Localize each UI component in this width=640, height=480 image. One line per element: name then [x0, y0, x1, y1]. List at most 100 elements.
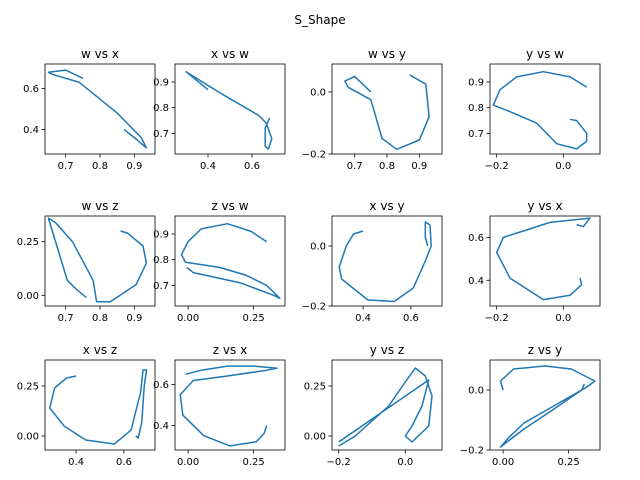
y-tick-label: 0.6 — [23, 84, 39, 95]
y-tick-label: 0.25 — [304, 382, 326, 393]
subplot-11: y vs z −0.2 0.0 0.00 0.25 — [304, 343, 443, 468]
axes-frame — [489, 359, 601, 451]
axes-frame — [44, 359, 156, 451]
y-tick-label: −0.2 — [460, 446, 484, 457]
series-line — [179, 365, 278, 447]
y-tick-label: 0.0 — [468, 386, 484, 397]
subplot-4: y vs w −0.2 0.0 0.7 0.8 0.9 — [468, 47, 601, 172]
x-tick-label: 0.25 — [242, 457, 264, 468]
x-tick-label: −0.2 — [485, 313, 509, 324]
series-line — [49, 369, 148, 445]
y-tick-label: 0.4 — [468, 276, 484, 287]
x-tick-label: 0.7 — [347, 161, 363, 172]
subplot-12: z vs y 0.00 0.25 −0.2 0.0 — [460, 343, 601, 468]
subplot-10: z vs x 0.00 0.25 0.4 0.6 — [153, 343, 286, 468]
y-tick-label: 0.4 — [23, 125, 39, 136]
y-tick-label: 0.7 — [468, 129, 484, 140]
y-tick-label: 0.6 — [153, 380, 169, 391]
y-tick-label: 0.9 — [153, 78, 169, 89]
series-line — [499, 365, 596, 448]
series-line — [495, 217, 591, 301]
series-line — [47, 217, 148, 303]
y-tick-label: −0.2 — [302, 302, 326, 313]
x-tick-label: 0.0 — [555, 161, 571, 172]
x-tick-label: 0.7 — [58, 313, 74, 324]
subplot-title: x vs w — [211, 47, 249, 61]
series-line — [492, 70, 588, 150]
subplot-title: y vs z — [370, 343, 404, 357]
y-tick-label: 0.8 — [468, 103, 484, 114]
x-tick-label: 0.00 — [177, 313, 199, 324]
axes-frame — [489, 215, 601, 307]
x-tick-label: 0.8 — [92, 161, 108, 172]
x-tick-label: 0.4 — [68, 457, 84, 468]
y-tick-label: 0.9 — [153, 230, 169, 241]
subplot-title: w vs y — [368, 47, 406, 61]
x-tick-label: 0.9 — [411, 161, 427, 172]
series-line — [180, 222, 281, 300]
x-tick-label: 0.9 — [126, 313, 142, 324]
subplot-title: z vs w — [211, 199, 248, 213]
subplot-7: x vs y 0.4 0.6 −0.2 0.0 — [302, 199, 443, 324]
x-tick-label: 0.8 — [92, 313, 108, 324]
y-tick-label: 0.25 — [17, 237, 39, 248]
subplot-1: w vs x 0.7 0.8 0.9 0.4 0.6 — [23, 47, 156, 172]
axes-frame — [174, 215, 286, 307]
x-tick-label: −0.2 — [485, 161, 509, 172]
subplot-title: z vs x — [213, 343, 247, 357]
axes-frame — [489, 63, 601, 155]
series-line — [344, 74, 430, 151]
x-tick-label: −0.2 — [327, 457, 351, 468]
subplot-2: x vs w 0.4 0.6 0.7 0.8 0.9 — [153, 47, 286, 172]
axes-frame — [331, 215, 443, 307]
subplot-8: y vs x −0.2 0.0 0.4 0.6 — [468, 199, 601, 324]
subplot-title: w vs z — [81, 199, 118, 213]
x-tick-label: 0.00 — [177, 457, 199, 468]
subplot-6: z vs w 0.00 0.25 0.7 0.8 0.9 — [153, 199, 286, 324]
x-tick-label: 0.4 — [355, 313, 371, 324]
subplot-title: w vs x — [81, 47, 119, 61]
x-tick-label: 0.25 — [242, 313, 264, 324]
y-tick-label: 0.8 — [153, 103, 169, 114]
y-tick-label: 0.00 — [17, 432, 39, 443]
y-tick-label: 0.7 — [153, 129, 169, 140]
y-tick-label: 0.6 — [468, 233, 484, 244]
y-tick-label: 0.00 — [17, 291, 39, 302]
subplot-title: x vs z — [83, 343, 117, 357]
x-tick-label: 0.6 — [403, 313, 419, 324]
x-tick-label: 0.25 — [557, 457, 579, 468]
series-line — [47, 69, 148, 149]
subplot-title: y vs x — [527, 199, 562, 213]
x-tick-label: 0.0 — [555, 313, 571, 324]
axes-frame — [174, 359, 286, 451]
series-line — [338, 221, 432, 303]
series-line — [185, 70, 273, 150]
y-tick-label: 0.0 — [310, 242, 326, 253]
y-tick-label: 0.9 — [468, 78, 484, 89]
subplot-title: z vs y — [528, 343, 562, 357]
x-tick-label: 0.6 — [244, 161, 260, 172]
figure-title: S_Shape — [294, 13, 345, 27]
subplot-grid: w vs x 0.7 0.8 0.9 0.4 0.6 x vs w 0.4 0.6 0.7 0.8 0… — [17, 47, 601, 468]
x-tick-label: 0.9 — [126, 161, 142, 172]
x-tick-label: 0.7 — [58, 161, 74, 172]
x-tick-label: 0.00 — [492, 457, 514, 468]
subplot-title: x vs y — [369, 199, 404, 213]
y-tick-label: −0.2 — [302, 150, 326, 161]
y-tick-label: 0.7 — [153, 281, 169, 292]
axes-frame — [174, 63, 286, 155]
y-tick-label: 0.25 — [17, 382, 39, 393]
x-tick-label: 0.0 — [397, 457, 413, 468]
subplot-3: w vs y 0.7 0.8 0.9 −0.2 0.0 — [302, 47, 443, 172]
y-tick-label: 0.4 — [153, 421, 169, 432]
series-line — [338, 367, 433, 447]
x-tick-label: 0.8 — [379, 161, 395, 172]
y-tick-label: 0.0 — [310, 87, 326, 98]
x-tick-label: 0.4 — [200, 161, 216, 172]
subplot-5: w vs z 0.7 0.8 0.9 0.00 0.25 — [17, 199, 156, 324]
axes-frame — [331, 359, 443, 451]
y-tick-label: 0.8 — [153, 255, 169, 266]
subplot-title: y vs w — [526, 47, 564, 61]
